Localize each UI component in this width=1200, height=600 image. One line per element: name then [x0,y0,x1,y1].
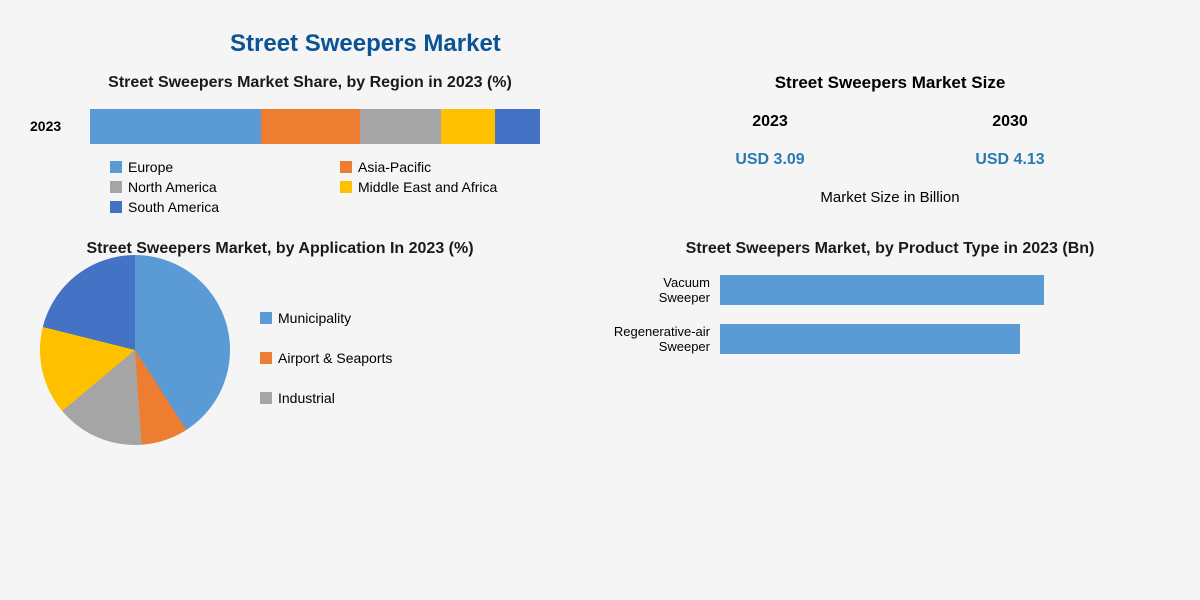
pie-wrap: Municipality Airport & Seaports Industrial [30,275,590,445]
application-panel: Street Sweepers Market, by Application I… [30,239,590,445]
product-bar-track [720,275,1100,305]
region-chart-title: Street Sweepers Market Share, by Region … [30,73,590,94]
size-year-1: 2030 [992,113,1028,131]
legend-label: Airport & Seaports [278,350,392,366]
region-segment-1 [261,109,360,144]
product-bar-label: Regenerative-air Sweeper [610,324,720,355]
region-share-panel: Street Sweepers Market Share, by Region … [30,73,590,219]
hbar-wrap: Vacuum Sweeper Regenerative-air Sweeper [610,275,1170,355]
legend-swatch [110,161,122,173]
region-legend-item-0: Europe [110,159,310,175]
pie-legend: Municipality Airport & Seaports Industrial [260,310,392,410]
region-legend-item-3: Middle East and Africa [340,179,540,195]
size-years-row: 2023 2030 [650,113,1130,131]
stacked-bar [90,109,540,144]
market-size-panel: Street Sweepers Market Size 2023 2030 US… [610,73,1170,219]
region-segment-3 [441,109,495,144]
legend-label: Municipality [278,310,351,326]
product-bar-track [720,324,1100,354]
region-legend-item-2: North America [110,179,310,195]
legend-label: Industrial [278,390,335,406]
pie-legend-item-1: Airport & Seaports [260,350,392,366]
legend-label: Europe [128,159,173,175]
region-year-label: 2023 [30,118,80,134]
size-unit: Market Size in Billion [650,189,1130,206]
legend-label: Asia-Pacific [358,159,431,175]
product-bar [720,324,1020,354]
region-segment-4 [495,109,540,144]
legend-swatch [260,312,272,324]
product-bar [720,275,1044,305]
product-type-panel: Street Sweepers Market, by Product Type … [610,239,1170,445]
product-chart-title: Street Sweepers Market, by Product Type … [610,239,1170,260]
size-values-row: USD 3.09 USD 4.13 [650,139,1130,169]
legend-swatch [260,392,272,404]
size-value-0: USD 3.09 [735,151,804,169]
legend-label: North America [128,179,217,195]
stacked-bar-wrap: 2023 [30,109,590,144]
pie-legend-item-0: Municipality [260,310,392,326]
product-bar-row-0: Vacuum Sweeper [610,275,1170,306]
legend-label: Middle East and Africa [358,179,497,195]
legend-swatch [260,352,272,364]
legend-swatch [340,181,352,193]
size-value-1: USD 4.13 [975,151,1044,169]
pie-legend-item-2: Industrial [260,390,392,406]
region-segment-0 [90,109,261,144]
pie-chart [40,255,230,445]
product-bar-row-1: Regenerative-air Sweeper [610,324,1170,355]
size-year-0: 2023 [752,113,788,131]
region-legend: Europe Asia-Pacific North America Middle Ea… [110,159,590,219]
legend-swatch [110,181,122,193]
legend-swatch [340,161,352,173]
region-segment-2 [360,109,441,144]
legend-swatch [110,201,122,213]
page-title: Street Sweepers Market [230,30,1170,58]
size-title: Street Sweepers Market Size [650,73,1130,93]
region-legend-item-1: Asia-Pacific [340,159,540,175]
chart-grid: Street Sweepers Market Share, by Region … [30,73,1170,445]
product-bar-label: Vacuum Sweeper [610,275,720,306]
application-chart-title: Street Sweepers Market, by Application I… [0,239,590,260]
region-legend-item-4: South America [110,199,310,215]
legend-label: South America [128,199,219,215]
